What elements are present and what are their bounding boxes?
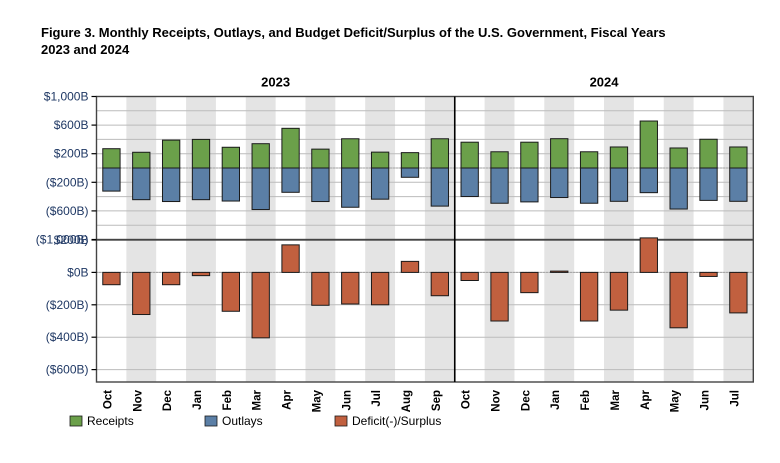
svg-text:$200B: $200B — [54, 233, 89, 247]
svg-text:Dec: Dec — [520, 389, 532, 411]
svg-text:Jul: Jul — [371, 390, 383, 407]
svg-text:$0B: $0B — [67, 265, 88, 279]
svg-text:Oct: Oct — [461, 390, 473, 409]
svg-text:Apr: Apr — [640, 389, 652, 409]
svg-text:Feb: Feb — [222, 390, 234, 410]
svg-text:Apr: Apr — [282, 389, 294, 409]
svg-text:Outlays: Outlays — [222, 414, 263, 428]
svg-text:Mar: Mar — [252, 389, 264, 410]
svg-text:Deficit(-)/Surplus: Deficit(-)/Surplus — [352, 414, 441, 428]
svg-text:($200B): ($200B) — [46, 298, 89, 312]
svg-text:Jul: Jul — [729, 390, 741, 407]
svg-text:Feb: Feb — [580, 390, 592, 410]
svg-text:($600B): ($600B) — [46, 204, 89, 218]
svg-text:($400B): ($400B) — [46, 330, 89, 344]
svg-text:May: May — [311, 389, 323, 412]
svg-text:Oct: Oct — [102, 390, 114, 409]
svg-text:Nov: Nov — [132, 389, 144, 411]
svg-text:$1,000B: $1,000B — [44, 90, 89, 104]
svg-text:2023: 2023 — [261, 75, 290, 90]
svg-text:Jan: Jan — [192, 390, 204, 410]
svg-text:Receipts: Receipts — [87, 414, 134, 428]
svg-text:Jun: Jun — [341, 390, 353, 410]
svg-text:($200B): ($200B) — [46, 175, 89, 189]
svg-text:($600B): ($600B) — [46, 363, 89, 377]
svg-text:Mar: Mar — [610, 389, 622, 410]
svg-text:2024: 2024 — [590, 75, 620, 90]
svg-text:$200B: $200B — [54, 147, 89, 161]
svg-text:Aug: Aug — [401, 390, 413, 412]
svg-text:Sep: Sep — [431, 390, 443, 411]
svg-text:Dec: Dec — [162, 389, 174, 411]
svg-text:Nov: Nov — [491, 389, 503, 411]
svg-text:Jun: Jun — [700, 390, 712, 410]
svg-text:$600B: $600B — [54, 118, 89, 132]
svg-text:May: May — [670, 389, 682, 412]
svg-text:Jan: Jan — [550, 390, 562, 410]
